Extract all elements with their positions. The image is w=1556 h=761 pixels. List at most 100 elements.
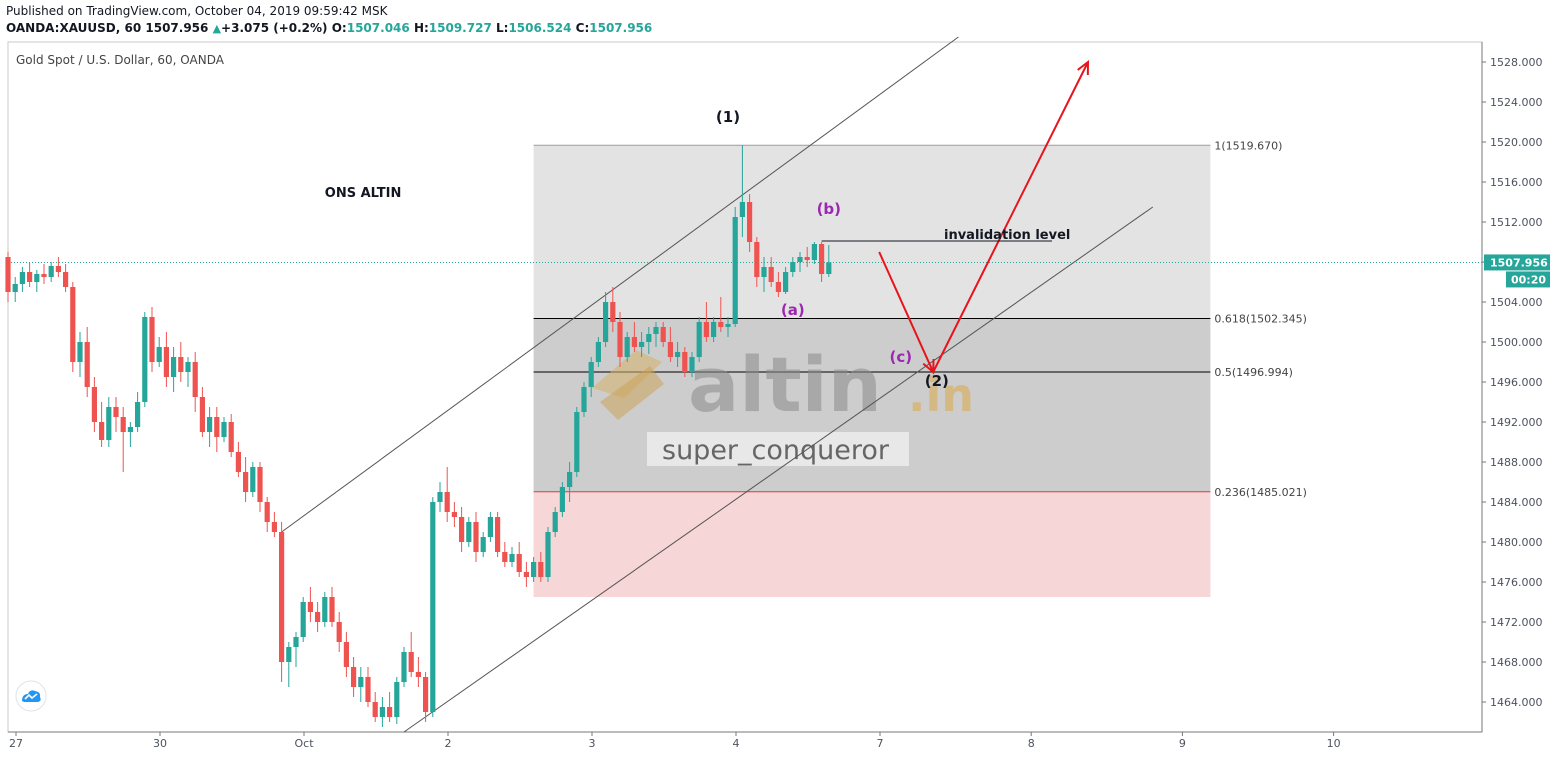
candle[interactable] [754, 237, 760, 287]
candle[interactable] [711, 317, 717, 342]
candle[interactable] [797, 252, 803, 272]
candle[interactable] [5, 252, 11, 302]
candle[interactable] [703, 302, 709, 342]
tradingview-cloud-icon[interactable] [15, 680, 47, 712]
candle[interactable] [322, 592, 328, 627]
candle[interactable] [660, 322, 666, 347]
candle[interactable] [732, 207, 738, 327]
candle[interactable] [747, 194, 753, 252]
candle[interactable] [235, 442, 241, 477]
candle[interactable] [149, 307, 155, 372]
candle[interactable] [343, 632, 349, 677]
candle[interactable] [502, 542, 508, 567]
candle[interactable] [696, 317, 702, 362]
candle[interactable] [178, 342, 184, 382]
candle[interactable] [127, 422, 133, 447]
candle[interactable] [516, 542, 522, 577]
candle[interactable] [279, 522, 285, 682]
annotation-label[interactable]: invalidation level [944, 228, 1070, 243]
candle[interactable] [473, 512, 479, 562]
candle[interactable] [228, 414, 234, 457]
candle[interactable] [430, 497, 436, 717]
candle[interactable] [495, 512, 501, 557]
candle[interactable] [106, 397, 112, 447]
candle[interactable] [113, 397, 119, 432]
candle[interactable] [588, 357, 594, 397]
candle[interactable] [221, 417, 227, 442]
candle[interactable] [271, 512, 277, 537]
candle[interactable] [509, 547, 515, 567]
fib-retracement[interactable]: 1(1519.670) 0.618(1502.345) 0.5(1496.994) 0… [533, 139, 1307, 597]
candle[interactable] [84, 327, 90, 397]
candle[interactable] [804, 247, 810, 267]
candle[interactable] [466, 517, 472, 547]
candle[interactable] [250, 462, 256, 497]
candle[interactable] [631, 322, 637, 352]
candle[interactable] [207, 407, 213, 447]
candle[interactable] [559, 482, 565, 517]
candle[interactable] [768, 257, 774, 287]
candle[interactable] [315, 602, 321, 632]
candle[interactable] [639, 332, 645, 357]
candle[interactable] [185, 357, 191, 387]
annotation-label[interactable]: (2) [925, 372, 949, 390]
candle[interactable] [444, 467, 450, 522]
annotation-label[interactable]: ONS ALTIN [325, 186, 402, 201]
candle[interactable] [214, 407, 220, 452]
candle[interactable] [415, 657, 421, 687]
candle[interactable] [300, 597, 306, 642]
candle[interactable] [379, 697, 385, 727]
candle[interactable] [603, 292, 609, 347]
candle[interactable] [675, 342, 681, 367]
price-axis[interactable]: 1528.000 1524.000 1520.000 1516.000 1512.000… [1482, 56, 1550, 709]
candle[interactable] [624, 332, 630, 362]
candle[interactable] [826, 245, 832, 277]
annotation-label[interactable]: (a) [781, 301, 805, 319]
candle[interactable] [775, 272, 781, 297]
annotation-label[interactable]: (b) [817, 200, 841, 218]
candle[interactable] [372, 692, 378, 722]
candle[interactable] [408, 632, 414, 677]
candle[interactable] [12, 277, 18, 302]
candle[interactable] [307, 587, 313, 622]
candle[interactable] [163, 332, 169, 387]
candle[interactable] [437, 482, 443, 512]
candle[interactable] [653, 322, 659, 347]
candle[interactable] [725, 317, 731, 337]
projection-arrows[interactable] [878, 59, 1090, 375]
candle[interactable] [667, 327, 673, 362]
candle[interactable] [63, 264, 69, 292]
candle[interactable] [243, 457, 249, 502]
parallel-channel[interactable] [281, 36, 1154, 733]
candle[interactable] [286, 642, 292, 687]
candle[interactable] [401, 647, 407, 687]
candle[interactable] [552, 507, 558, 537]
candle[interactable] [480, 532, 486, 557]
candle[interactable] [761, 257, 767, 292]
channel-line[interactable] [403, 206, 1154, 733]
candle[interactable] [739, 145, 745, 237]
candle[interactable] [581, 382, 587, 417]
candle[interactable] [99, 402, 105, 447]
candle[interactable] [538, 552, 544, 582]
candle[interactable] [264, 497, 270, 532]
candle[interactable] [135, 392, 141, 432]
channel-line[interactable] [281, 36, 959, 533]
wave-annotations[interactable]: ONS ALTIN (1) (b) invalidation level (a) (c) (… [325, 108, 1071, 390]
candle[interactable] [55, 257, 61, 277]
candle[interactable] [819, 242, 825, 282]
annotation-label[interactable]: (1) [716, 108, 740, 126]
candle[interactable] [142, 312, 148, 407]
candle[interactable] [171, 347, 177, 392]
candle[interactable] [365, 667, 371, 707]
candle[interactable] [682, 347, 688, 377]
candle[interactable] [19, 267, 25, 292]
candle[interactable] [358, 667, 364, 702]
candle[interactable] [790, 257, 796, 277]
candle[interactable] [523, 562, 529, 587]
candle[interactable] [120, 407, 126, 472]
candle[interactable] [646, 327, 652, 354]
candle[interactable] [387, 692, 393, 722]
candle[interactable] [574, 407, 580, 477]
